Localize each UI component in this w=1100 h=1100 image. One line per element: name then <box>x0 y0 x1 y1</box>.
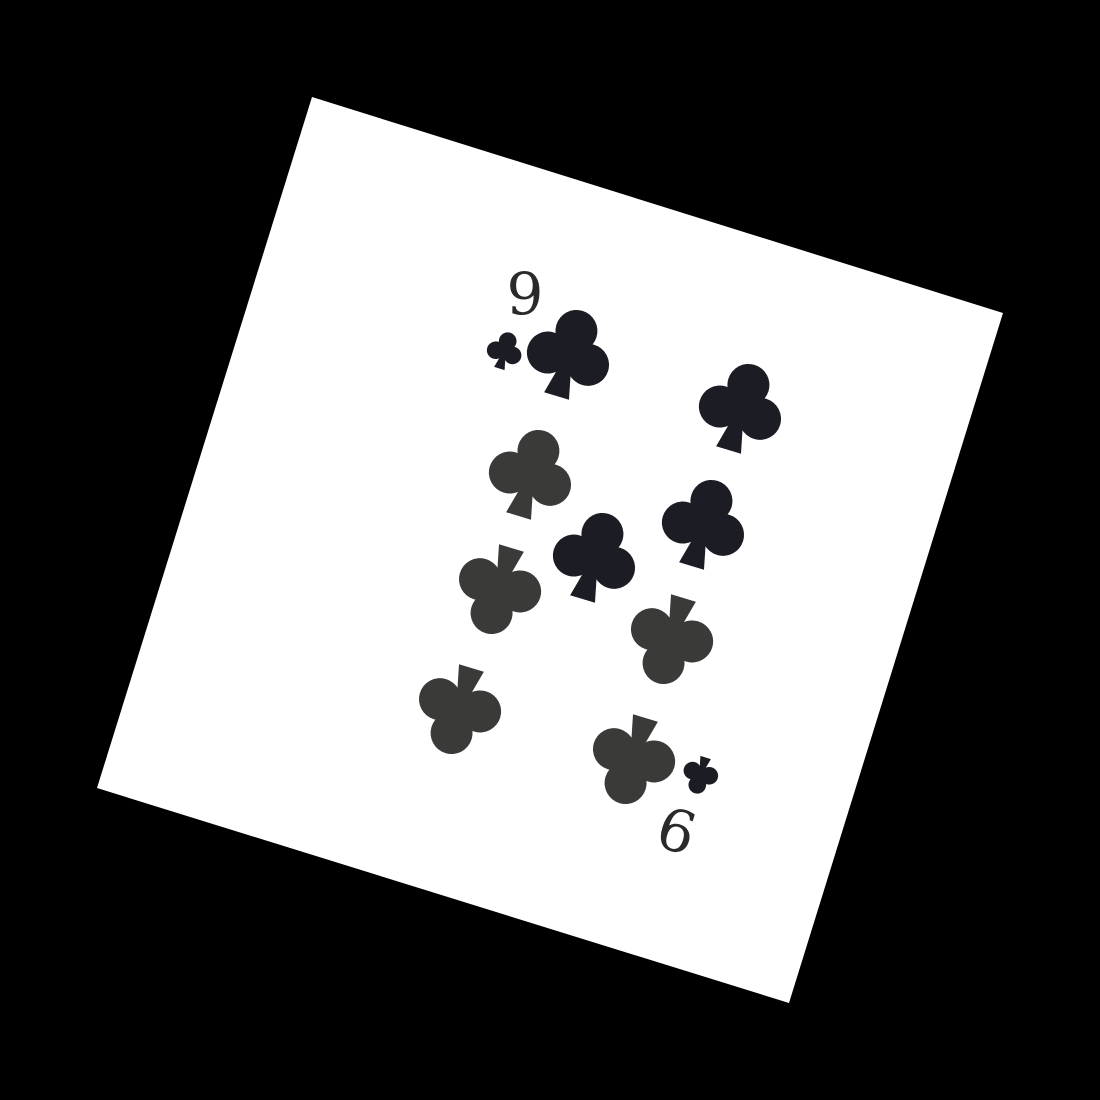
playing-card[interactable] <box>97 97 1003 1003</box>
rank-label-top: 9 <box>507 260 544 328</box>
